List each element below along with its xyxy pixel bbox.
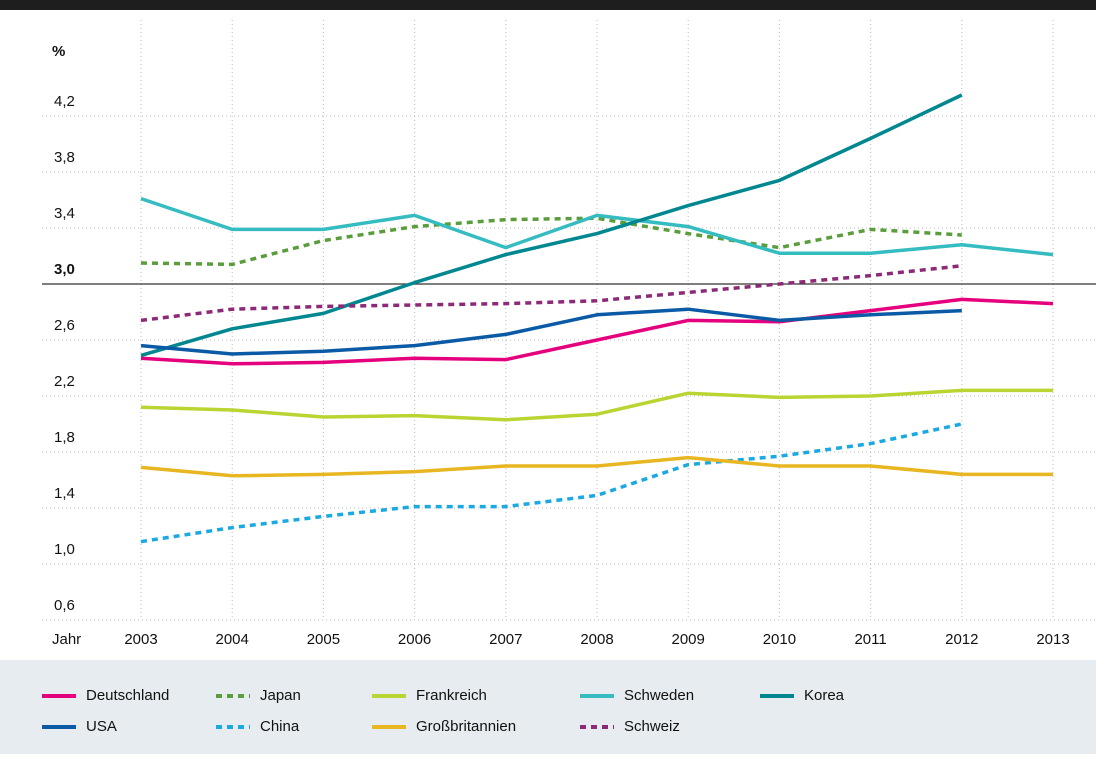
y-tick-label: 1,8 xyxy=(54,429,75,446)
legend-label: Schweiz xyxy=(624,718,680,735)
series-line xyxy=(140,216,962,267)
y-tick-label: 2,2 xyxy=(54,373,75,390)
x-axis-label: Jahr xyxy=(52,631,81,648)
y-tick-label: 0,6 xyxy=(54,597,75,614)
series-line xyxy=(140,422,963,544)
x-tick-label: 2004 xyxy=(216,631,249,648)
legend-label: Frankreich xyxy=(416,687,487,704)
series-line xyxy=(140,388,1053,422)
x-tick-label: 2010 xyxy=(763,631,796,648)
legend-label: Großbritannien xyxy=(416,718,516,735)
x-tick-label: 2006 xyxy=(398,631,431,648)
series-line xyxy=(140,264,962,323)
legend-label: China xyxy=(260,718,300,735)
x-tick-label: 2003 xyxy=(124,631,157,648)
series-line xyxy=(140,93,963,358)
x-tick-label: 2005 xyxy=(307,631,340,648)
x-tick-label: 2011 xyxy=(854,631,886,648)
y-tick-label: 1,0 xyxy=(54,541,75,558)
x-tick-label: 2012 xyxy=(945,631,978,648)
legend-label: Schweden xyxy=(624,687,694,704)
series-line xyxy=(140,297,1054,366)
x-tick-label: 2009 xyxy=(672,631,705,648)
x-tick-label: 2008 xyxy=(580,631,613,648)
y-tick-label: 3,8 xyxy=(54,149,75,166)
y-tick-label: 2,6 xyxy=(54,317,75,334)
legend-label: Korea xyxy=(804,687,845,704)
legend-background xyxy=(0,660,1096,754)
top-bar xyxy=(0,0,1096,10)
y-tick-label: 3,0 xyxy=(54,261,75,278)
y-tick-label: 1,4 xyxy=(54,485,75,502)
x-tick-label: 2013 xyxy=(1036,631,1069,648)
y-tick-label: 3,4 xyxy=(54,205,75,222)
series-line xyxy=(140,196,1054,257)
x-tick-label: 2007 xyxy=(489,631,522,648)
series-line xyxy=(140,307,962,356)
y-axis-label: % xyxy=(52,43,65,60)
legend-label: USA xyxy=(86,718,117,735)
series-line xyxy=(140,455,1053,478)
y-tick-label: 4,2 xyxy=(54,93,75,110)
legend-label: Deutschland xyxy=(86,687,169,704)
legend-label: Japan xyxy=(260,687,301,704)
